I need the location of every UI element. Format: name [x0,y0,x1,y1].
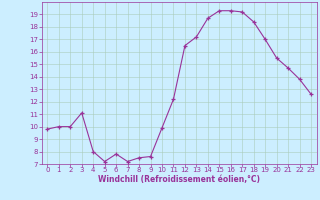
X-axis label: Windchill (Refroidissement éolien,°C): Windchill (Refroidissement éolien,°C) [98,175,260,184]
